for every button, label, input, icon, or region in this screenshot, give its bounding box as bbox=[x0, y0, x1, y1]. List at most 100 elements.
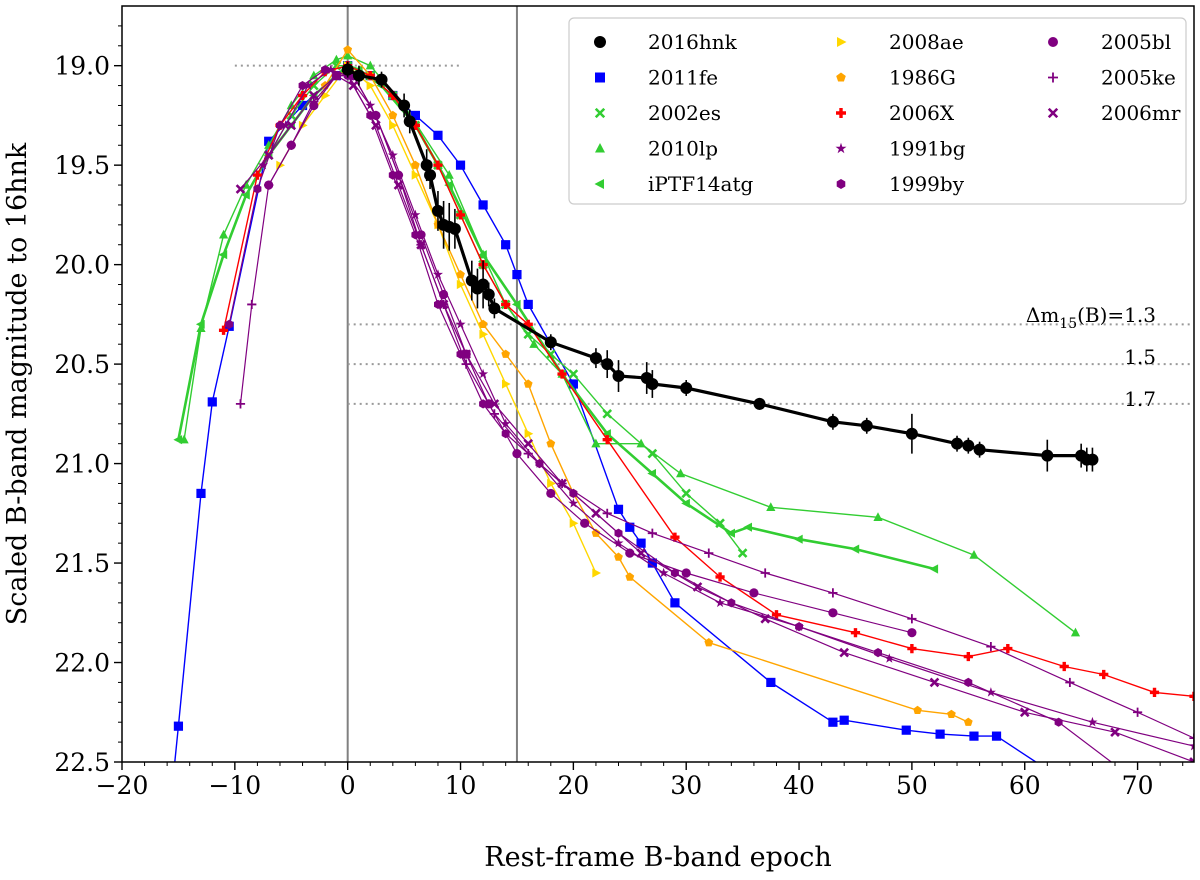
data-point-2008ae bbox=[456, 279, 466, 290]
data-point-2005ke bbox=[1132, 707, 1143, 717]
data-point-1986g bbox=[704, 638, 714, 647]
data-point-2011fe bbox=[455, 160, 466, 170]
data-point-2005ke bbox=[523, 449, 533, 459]
dm15-annotation-1.5: 1.5 bbox=[1124, 345, 1156, 369]
y-tick-label: 20.5 bbox=[54, 350, 110, 379]
data-point-2006mr bbox=[692, 582, 703, 592]
data-point-2006x bbox=[907, 644, 917, 654]
data-point-2016hnk bbox=[431, 204, 444, 217]
data-point-2016hnk bbox=[477, 278, 490, 291]
data-point-1991bg bbox=[410, 209, 421, 220]
data-point-2016hnk bbox=[1041, 449, 1054, 462]
data-point-1991bg bbox=[325, 64, 336, 74]
data-point-2011fe bbox=[196, 488, 206, 499]
data-point-2008ae bbox=[502, 379, 511, 389]
series-layer bbox=[173, 45, 1194, 762]
legend-marker-2006mr bbox=[1047, 107, 1059, 119]
legend-label-2002es: 2002es bbox=[648, 101, 721, 125]
x-tick-label: −10 bbox=[208, 771, 261, 800]
data-point-2005ke bbox=[986, 642, 996, 652]
data-point-2006x bbox=[1059, 661, 1069, 672]
data-point-2011fe bbox=[433, 130, 443, 140]
data-point-2016hnk bbox=[424, 169, 437, 182]
data-point-2016hnk bbox=[488, 302, 501, 315]
y-axis-label: Scaled B-band magnitude to 16hnk bbox=[2, 142, 33, 625]
data-point-2006x bbox=[1003, 644, 1013, 654]
data-point-2006x bbox=[455, 210, 466, 220]
legend-box bbox=[568, 17, 1187, 205]
data-point-2016hnk bbox=[973, 443, 986, 456]
data-point-1986g bbox=[614, 552, 623, 561]
data-point-2006x bbox=[771, 610, 782, 620]
data-point-2006x bbox=[218, 325, 229, 335]
data-point-2016hnk bbox=[646, 378, 659, 390]
dm15-annotation-1.7: 1.7 bbox=[1124, 387, 1156, 411]
data-point-2005bl bbox=[681, 568, 691, 578]
legend-label-2011fe: 2011fe bbox=[648, 66, 718, 90]
data-point-2016hnk bbox=[448, 222, 461, 235]
legend-label-2005ke: 2005ke bbox=[1101, 66, 1176, 90]
data-point-2008ae bbox=[524, 429, 534, 439]
data-point-2010lp bbox=[529, 339, 539, 348]
data-point-2005ke bbox=[760, 568, 770, 578]
data-point-2006mr bbox=[309, 90, 319, 101]
data-point-2011fe bbox=[828, 717, 838, 727]
data-point-2011fe bbox=[670, 598, 680, 608]
data-point-1991bg bbox=[884, 653, 895, 663]
dm15-annotation-1.3: Δm15(B)=1.3 bbox=[1026, 303, 1156, 332]
data-point-1991bg bbox=[478, 368, 489, 379]
data-point-2005ke bbox=[235, 399, 246, 409]
legend-marker-2010lp bbox=[595, 143, 605, 153]
data-point-2006mr bbox=[263, 150, 274, 161]
x-tick-label: 60 bbox=[1009, 771, 1041, 800]
y-tick-label: 21.0 bbox=[54, 450, 110, 479]
data-point-1986g bbox=[546, 439, 556, 448]
data-point-1991bg bbox=[455, 319, 466, 329]
data-point-2005ke bbox=[907, 614, 917, 624]
data-point-1991bg bbox=[387, 149, 398, 160]
data-point-iptf14atg bbox=[444, 180, 453, 190]
data-point-2010lp bbox=[331, 54, 341, 64]
axis-ticks: −20 −10 0 10 20 30 40 50 60 70 19.0 19.5 20.0 20.5 21.… bbox=[54, 25, 1184, 800]
data-point-2011fe bbox=[501, 240, 511, 250]
data-point-2008ae bbox=[321, 90, 331, 101]
data-point-1991bg bbox=[658, 567, 669, 578]
data-point-1991bg bbox=[613, 537, 624, 548]
data-point-2006mr bbox=[929, 677, 940, 688]
data-point-2006x bbox=[963, 651, 973, 662]
data-point-2002es bbox=[737, 548, 748, 558]
data-point-iptf14atg bbox=[850, 544, 860, 554]
data-point-2010lp bbox=[591, 438, 601, 448]
data-point-2006x bbox=[670, 532, 680, 542]
data-point-2010lp bbox=[219, 229, 229, 239]
data-point-2011fe bbox=[613, 504, 624, 514]
legend-label-2010lp: 2010lp bbox=[648, 137, 718, 161]
data-point-2010lp bbox=[766, 502, 776, 511]
data-point-2011fe bbox=[523, 299, 533, 310]
data-point-1986g bbox=[913, 705, 922, 714]
data-point-2008ae bbox=[389, 120, 398, 130]
data-point-2011fe bbox=[766, 677, 776, 688]
data-point-2016hnk bbox=[352, 69, 365, 82]
data-point-1991bg bbox=[303, 80, 314, 90]
data-point-2008ae bbox=[479, 329, 489, 339]
data-point-1986g bbox=[411, 160, 420, 169]
data-point-2005ke bbox=[371, 110, 381, 121]
data-point-2005bl bbox=[625, 548, 635, 558]
legend-entry-2005ke: 2005ke bbox=[1048, 66, 1176, 90]
data-point-2016hnk bbox=[601, 358, 614, 371]
y-tick-label: 19.0 bbox=[54, 52, 110, 81]
data-point-2006x bbox=[1099, 669, 1109, 680]
data-point-2011fe bbox=[297, 100, 308, 111]
data-point-2011fe bbox=[625, 522, 635, 532]
data-point-2006mr bbox=[591, 508, 601, 519]
data-point-iptf14atg bbox=[681, 498, 690, 508]
data-point-2006mr bbox=[461, 349, 471, 359]
legend-marker-2008ae bbox=[837, 37, 847, 47]
data-point-2005bl bbox=[580, 518, 590, 528]
data-point-2011fe bbox=[410, 110, 420, 121]
data-point-iptf14atg bbox=[195, 319, 205, 329]
data-point-2006x bbox=[557, 369, 567, 379]
data-point-2016hnk bbox=[375, 73, 388, 86]
